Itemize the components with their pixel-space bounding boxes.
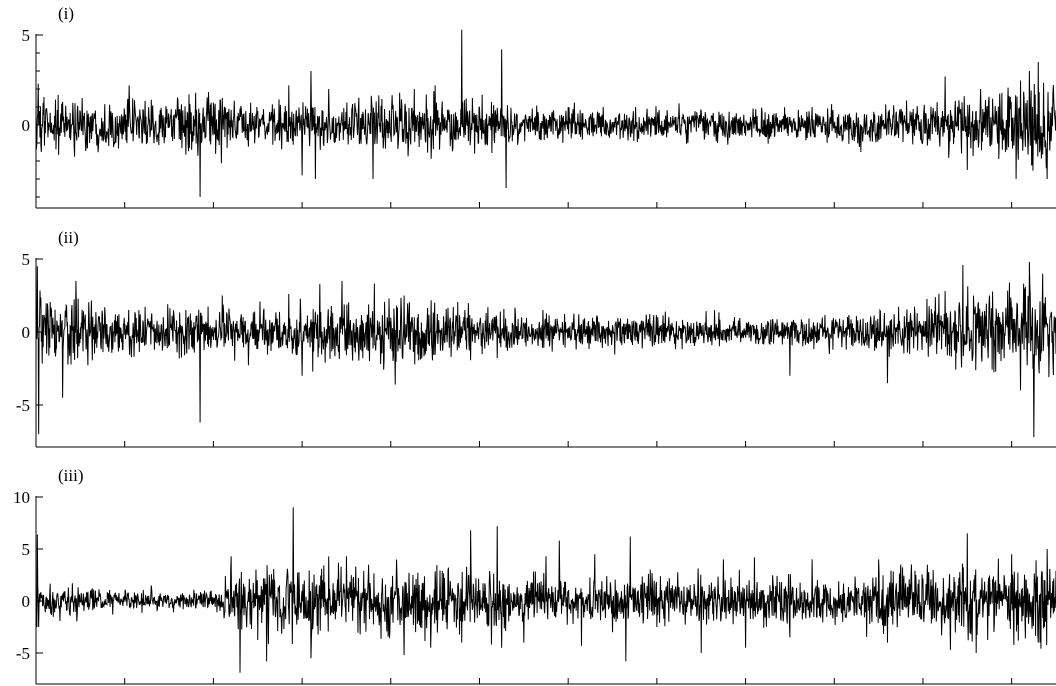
series-line-2 — [35, 261, 1056, 438]
panel-label: (iii) — [58, 466, 84, 485]
y-tick-label: 5 — [22, 250, 31, 269]
panel-3: 10 5 0 -5 (iii) — [13, 466, 1056, 685]
panel-1: 5 0 (i) — [22, 4, 1056, 209]
panel-2: 5 0 -5 (ii) — [16, 228, 1056, 448]
y-tick-label: 0 — [22, 592, 31, 611]
y-tick-label: 0 — [22, 116, 31, 135]
series-line-1 — [35, 29, 1056, 198]
y-tick-label: 10 — [13, 488, 30, 507]
series-line-3 — [35, 507, 1056, 673]
y-tick-label: -5 — [16, 396, 30, 415]
panel-label: (ii) — [58, 228, 79, 247]
y-tick-label: 5 — [22, 26, 31, 45]
y-tick-label: -5 — [16, 644, 30, 663]
panel-label: (i) — [58, 4, 74, 23]
y-tick-label: 0 — [22, 323, 31, 342]
y-tick-label: 5 — [22, 540, 31, 559]
